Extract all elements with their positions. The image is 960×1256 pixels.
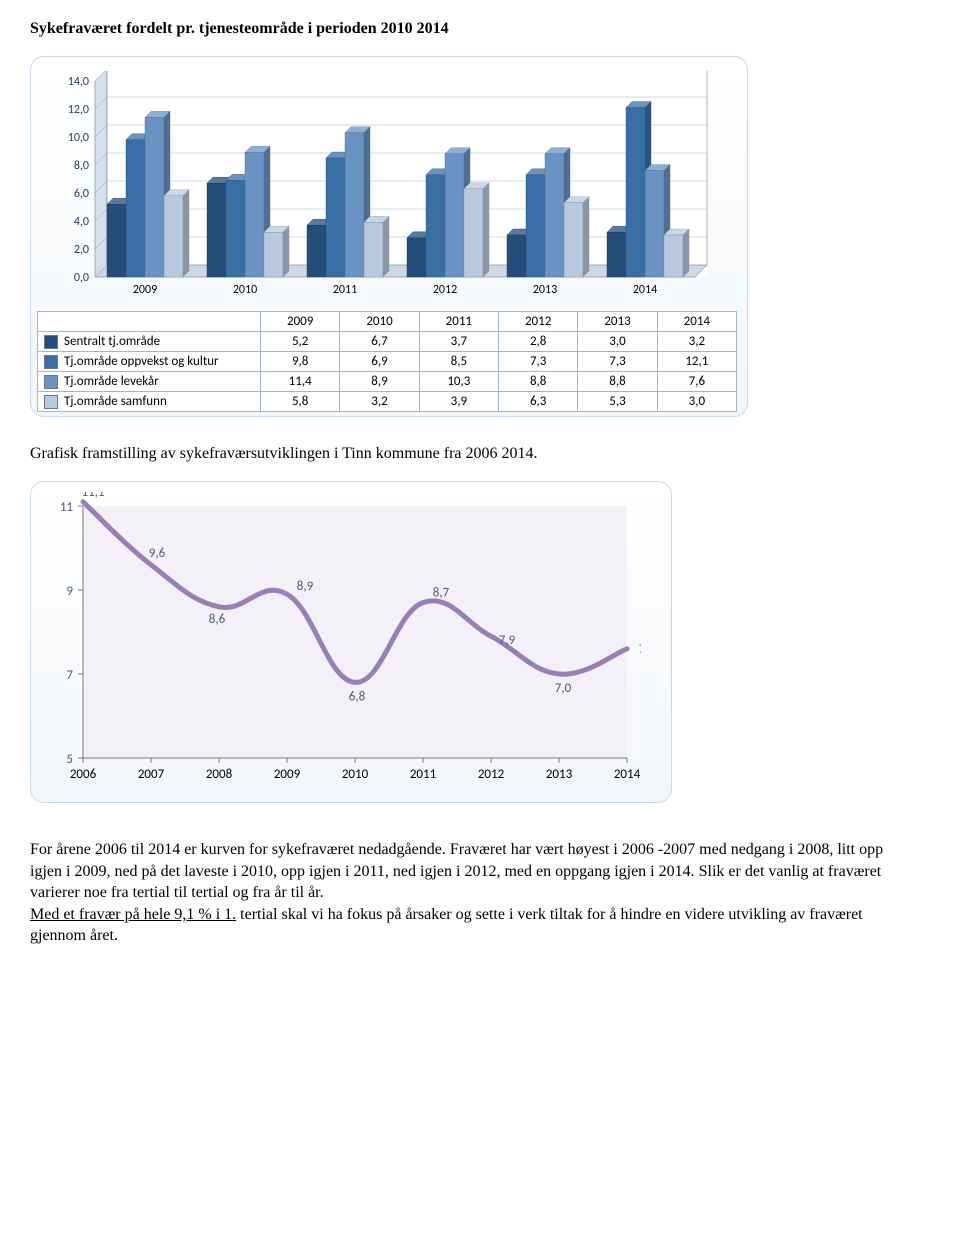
svg-text:2011: 2011: [410, 767, 436, 782]
svg-text:5: 5: [66, 752, 73, 767]
svg-text:10,0: 10,0: [68, 131, 89, 145]
svg-text:2009: 2009: [274, 767, 301, 782]
table-cell: 9,8: [261, 352, 340, 372]
svg-text:11: 11: [60, 500, 73, 515]
svg-text:2013: 2013: [546, 767, 573, 782]
table-cell: 8,8: [578, 372, 657, 392]
svg-text:2012: 2012: [433, 283, 457, 297]
svg-text:2008: 2008: [206, 767, 233, 782]
svg-text:8,7: 8,7: [433, 586, 450, 601]
svg-text:6,8: 6,8: [349, 689, 366, 704]
svg-text:2014: 2014: [614, 767, 641, 782]
table-cell: 6,7: [340, 332, 419, 352]
table-cell: 8,8: [498, 372, 577, 392]
svg-text:2011: 2011: [333, 283, 357, 297]
legend-swatch: [44, 395, 58, 409]
table-cell: 3,2: [657, 332, 736, 352]
table-cell: 3,9: [419, 392, 498, 412]
svg-text:9,6: 9,6: [149, 546, 166, 561]
svg-text:7: 7: [66, 668, 73, 683]
svg-text:14,0: 14,0: [68, 75, 89, 89]
table-header-year: 2009: [261, 312, 340, 332]
svg-text:2013: 2013: [533, 283, 557, 297]
svg-text:4,0: 4,0: [74, 215, 89, 229]
table-cell: 3,0: [657, 392, 736, 412]
table-header-blank: [38, 312, 261, 332]
svg-text:7,9: 7,9: [499, 633, 516, 648]
table-row-label: Tj.område levekår: [38, 372, 261, 392]
table-cell: 5,3: [578, 392, 657, 412]
table-cell: 10,3: [419, 372, 498, 392]
body-paragraph-1: For årene 2006 til 2014 er kurven for sy…: [30, 839, 910, 904]
table-cell: 3,2: [340, 392, 419, 412]
page-heading: Sykefraværet fordelt pr. tjenesteområde …: [30, 20, 930, 38]
svg-text:2,0: 2,0: [74, 243, 89, 257]
underlined-text: Med et fravær på hele 9,1 % i 1.: [30, 906, 236, 923]
table-cell: 3,0: [578, 332, 657, 352]
table-cell: 7,3: [498, 352, 577, 372]
table-cell: 12,1: [657, 352, 736, 372]
table-header-year: 2010: [340, 312, 419, 332]
svg-text:2012: 2012: [478, 767, 505, 782]
svg-text:8,0: 8,0: [74, 159, 89, 173]
table-cell: 2,8: [498, 332, 577, 352]
bar-chart: 0,0 2,0 4,0 6,0 8,0 10,0 12,0 14,0 2009 2010 2011 2…: [37, 71, 717, 311]
svg-text:6,0: 6,0: [74, 187, 89, 201]
svg-text:2009: 2009: [133, 283, 157, 297]
svg-text:8,6: 8,6: [209, 612, 226, 627]
legend-swatch: [44, 355, 58, 369]
legend-swatch: [44, 375, 58, 389]
svg-text:11,1: 11,1: [81, 492, 104, 500]
svg-text:8,9: 8,9: [297, 579, 314, 594]
table-cell: 6,9: [340, 352, 419, 372]
table-cell: 8,9: [340, 372, 419, 392]
table-cell: 11,4: [261, 372, 340, 392]
line-chart-frame: 5 7 9 11 2006 2007 2008 2009 2010 2011 2012 2013 201…: [30, 481, 672, 803]
table-cell: 7,3: [578, 352, 657, 372]
body-paragraph-2: Med et fravær på hele 9,1 % i 1. tertial…: [30, 904, 910, 947]
table-cell: 7,6: [657, 372, 736, 392]
table-header-year: 2014: [657, 312, 736, 332]
legend-swatch: [44, 335, 58, 349]
svg-text:2007: 2007: [138, 767, 165, 782]
table-row-label: Sentralt tj.område: [38, 332, 261, 352]
svg-text:2006: 2006: [70, 767, 97, 782]
table-cell: 5,2: [261, 332, 340, 352]
table-cell: 5,8: [261, 392, 340, 412]
table-header-year: 2011: [419, 312, 498, 332]
bar-chart-frame: 0,02,04,06,08,010,012,014,02009201020112…: [30, 56, 748, 417]
table-cell: 6,3: [498, 392, 577, 412]
svg-text:9: 9: [66, 584, 73, 599]
table-header-year: 2013: [578, 312, 657, 332]
table-cell: 3,7: [419, 332, 498, 352]
svg-text:0,0: 0,0: [74, 271, 89, 285]
bar-chart-data-table: 200920102011201220132014 Sentralt tj.områ…: [37, 311, 737, 412]
svg-text:12,0: 12,0: [68, 103, 89, 117]
line-chart: 5 7 9 11 2006 2007 2008 2009 2010 2011 2012 2013 201…: [41, 492, 641, 792]
svg-text:7,6: 7,6: [639, 642, 641, 657]
table-header-year: 2012: [498, 312, 577, 332]
svg-text:2014: 2014: [633, 283, 657, 297]
table-row-label: Tj.område oppvekst og kultur: [38, 352, 261, 372]
subtitle: Grafisk framstilling av sykefraværsutvik…: [30, 445, 930, 463]
table-cell: 8,5: [419, 352, 498, 372]
svg-text:7,0: 7,0: [555, 681, 572, 696]
svg-text:2010: 2010: [233, 283, 257, 297]
table-row-label: Tj.område samfunn: [38, 392, 261, 412]
svg-text:2010: 2010: [342, 767, 369, 782]
